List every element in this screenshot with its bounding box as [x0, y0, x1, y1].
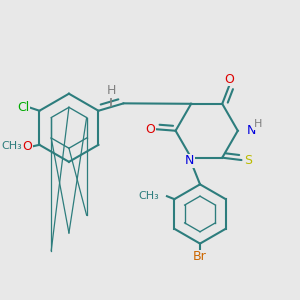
Text: CH₃: CH₃ [139, 191, 160, 201]
Text: CH₃: CH₃ [1, 141, 22, 151]
Text: O: O [225, 73, 235, 86]
Text: O: O [22, 140, 32, 153]
Text: Br: Br [193, 250, 207, 263]
Text: H: H [106, 84, 116, 97]
Text: Cl: Cl [17, 101, 29, 114]
Text: O: O [146, 123, 155, 136]
Text: H: H [254, 119, 262, 129]
Text: N: N [185, 154, 194, 167]
Text: S: S [244, 154, 252, 166]
Text: N: N [247, 124, 256, 137]
